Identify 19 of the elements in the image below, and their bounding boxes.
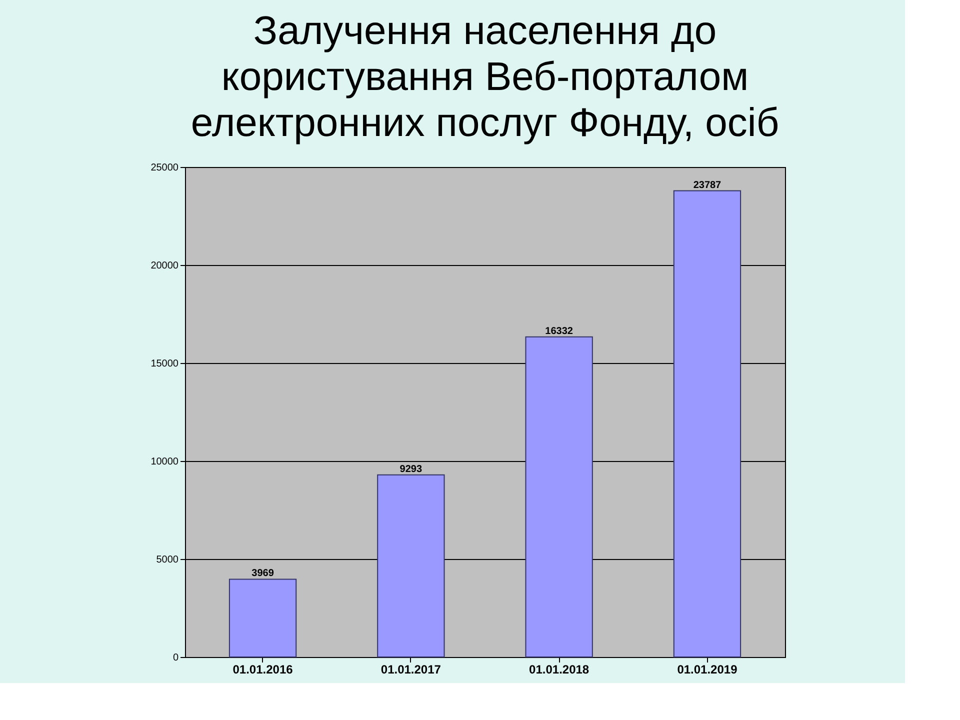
bar (377, 474, 445, 658)
data-label: 16332 (545, 326, 574, 337)
y-tick-label: 0 (172, 652, 179, 664)
chart-title: Залучення населення до користування Веб-порталом електронних послуг Фонду, осіб (190, 9, 780, 145)
bar (673, 190, 742, 658)
y-tick-label: 5000 (156, 554, 179, 566)
y-tick-label: 10000 (150, 456, 179, 468)
y-tick-label: 20000 (150, 260, 179, 272)
data-label: 9293 (400, 464, 422, 475)
y-tick-label: 15000 (150, 358, 179, 370)
bar (525, 336, 593, 658)
y-tick-label: 25000 (150, 162, 179, 174)
bar (228, 578, 297, 658)
x-tick-label: 01.01.2016 (232, 662, 294, 676)
x-tick-label: 01.01.2019 (677, 662, 738, 676)
data-label: 3969 (252, 568, 274, 580)
x-tick-label: 01.01.2018 (529, 662, 590, 676)
x-tick-label: 01.01.2017 (380, 662, 442, 676)
data-label: 23787 (693, 180, 722, 191)
